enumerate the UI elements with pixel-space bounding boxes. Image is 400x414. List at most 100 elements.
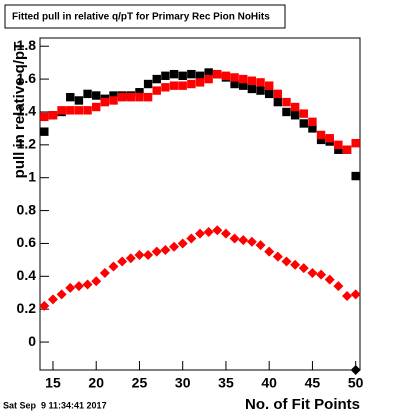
diamond-marker — [264, 246, 275, 257]
square-marker — [290, 102, 300, 112]
x-tick-label: 30 — [175, 375, 191, 391]
diamond-marker — [290, 259, 301, 270]
diamond-marker — [342, 291, 353, 302]
diamond-marker — [143, 249, 154, 260]
square-marker — [351, 138, 360, 148]
x-axis-label: No. of Fit Points — [245, 396, 360, 413]
square-marker — [135, 92, 144, 102]
square-marker — [299, 119, 308, 128]
diamond-marker — [125, 253, 136, 264]
y-tick-label: 1.6 — [17, 70, 37, 86]
diamond-marker — [47, 294, 58, 305]
square-marker — [204, 74, 213, 84]
square-marker — [282, 107, 291, 117]
square-marker — [109, 91, 118, 100]
square-marker — [213, 69, 222, 79]
square-marker — [195, 71, 205, 81]
square-marker — [308, 124, 317, 133]
square-marker — [143, 79, 153, 89]
timestamp: Sat Sep 9 11:34:41 2017 — [3, 400, 107, 410]
square-marker — [169, 69, 179, 79]
diamond-marker — [73, 281, 84, 292]
square-marker — [161, 71, 170, 81]
y-tick-label: 1.2 — [17, 136, 37, 152]
diamond-marker — [186, 233, 197, 244]
square-marker — [40, 112, 49, 122]
square-marker — [239, 81, 248, 90]
square-marker — [264, 81, 274, 90]
y-axis-label: pull in relative q/pT — [11, 42, 28, 179]
x-tick-label: 25 — [132, 375, 148, 391]
square-marker — [273, 89, 283, 99]
x-tick-label: 50 — [348, 375, 364, 391]
square-marker — [178, 71, 187, 81]
diamond-marker — [246, 236, 257, 247]
square-marker — [152, 74, 161, 84]
chart-title: Fitted pull in relative q/pT for Primary… — [12, 12, 270, 23]
square-marker — [316, 135, 326, 145]
y-tick-label: 1.8 — [17, 37, 37, 53]
x-tick-label: 40 — [261, 375, 277, 391]
square-marker — [282, 97, 291, 107]
square-marker — [334, 145, 343, 154]
square-marker — [143, 92, 153, 102]
square-marker — [187, 79, 196, 89]
diamond-marker — [177, 238, 188, 249]
diamond-marker — [39, 300, 50, 311]
square-marker — [57, 106, 66, 115]
diamond-marker — [272, 251, 283, 262]
diamond-marker — [255, 240, 266, 251]
diamond-marker — [108, 261, 119, 272]
x-tick-label: 35 — [218, 375, 234, 391]
square-marker — [351, 171, 360, 181]
square-marker — [100, 97, 110, 107]
square-marker — [66, 92, 75, 102]
diamond-marker — [307, 268, 318, 279]
square-marker — [66, 106, 75, 115]
y-tick-label: 0 — [28, 333, 36, 349]
x-tick-label: 45 — [305, 375, 321, 391]
square-marker — [256, 86, 265, 95]
diamond-marker — [203, 226, 214, 237]
y-tick-label: 0.8 — [17, 201, 37, 217]
diamond-marker — [99, 268, 110, 279]
square-marker — [230, 79, 239, 89]
diamond-marker — [324, 274, 335, 285]
square-marker — [40, 127, 49, 136]
diamond-marker — [212, 225, 223, 236]
square-marker — [48, 111, 58, 120]
diamond-marker — [56, 289, 67, 300]
square-marker — [92, 102, 101, 112]
diamond-marker — [195, 228, 205, 239]
square-marker — [161, 83, 170, 92]
x-tick-label: 15 — [45, 375, 61, 391]
y-tick-label: 0.2 — [17, 300, 37, 316]
square-marker — [299, 109, 308, 118]
square-marker — [83, 106, 92, 115]
y-tick-label: 0.6 — [17, 234, 37, 250]
diamond-marker — [220, 228, 231, 239]
square-marker — [74, 106, 84, 115]
square-marker — [178, 81, 187, 90]
diamond-marker — [169, 241, 180, 252]
square-marker — [247, 76, 257, 85]
diamond-marker — [117, 256, 128, 267]
square-marker — [308, 117, 317, 127]
square-marker — [342, 145, 352, 154]
square-marker — [334, 140, 343, 150]
square-marker — [187, 69, 196, 79]
square-marker — [273, 97, 283, 107]
y-tick-label: 1 — [28, 168, 36, 184]
diamond-marker — [281, 256, 292, 267]
plot-frame — [39, 37, 361, 371]
diamond-marker — [316, 269, 327, 280]
square-marker — [256, 78, 265, 87]
square-marker — [126, 92, 136, 102]
diamond-marker — [298, 263, 309, 274]
diamond-marker — [91, 276, 102, 287]
square-marker — [195, 78, 205, 87]
square-marker — [92, 91, 101, 100]
square-marker — [117, 92, 127, 102]
y-tick-label: 0.4 — [17, 267, 37, 283]
